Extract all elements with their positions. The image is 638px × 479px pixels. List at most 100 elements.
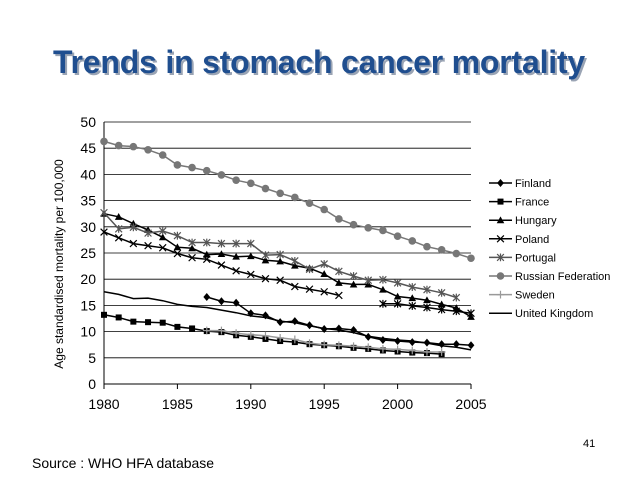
data-point <box>100 228 108 236</box>
data-point <box>232 298 240 307</box>
data-point <box>379 335 387 344</box>
legend-label: Hungary <box>515 215 557 227</box>
data-point <box>202 238 211 247</box>
x-tick-label: 2005 <box>455 396 486 412</box>
data-point <box>100 208 108 217</box>
legend-marker <box>496 290 505 299</box>
data-point <box>261 184 270 193</box>
data-point <box>320 260 329 268</box>
data-point <box>276 257 284 265</box>
data-point <box>423 242 431 251</box>
data-point <box>158 243 167 252</box>
series-line <box>103 212 472 318</box>
data-point <box>144 241 152 250</box>
data-point <box>364 224 373 232</box>
y-tick-label: 0 <box>88 376 96 392</box>
data-point <box>173 231 182 240</box>
data-point <box>232 252 240 260</box>
data-point <box>349 272 358 280</box>
axes: 0 5 10 15 20 25 30 35 40 45 50 1980 1985 1990 1995 2000… <box>80 114 486 412</box>
data-point <box>350 326 357 335</box>
data-point <box>247 252 255 260</box>
legend-marker <box>496 216 505 224</box>
legend-label: Portugal <box>515 252 556 264</box>
data-point <box>232 239 240 248</box>
data-point <box>349 220 358 229</box>
data-point <box>159 319 166 326</box>
data-point <box>158 233 167 241</box>
data-point <box>452 293 461 302</box>
y-tick-label: 10 <box>80 324 96 340</box>
legend-entry: Hungary <box>489 215 557 227</box>
legend-marker <box>496 253 505 262</box>
data-point <box>173 161 182 169</box>
y-tick-label: 25 <box>80 245 96 261</box>
data-point <box>467 341 475 350</box>
data-point <box>320 287 329 296</box>
data-point <box>203 293 211 302</box>
data-point <box>232 329 241 338</box>
data-point <box>408 237 417 245</box>
data-point <box>114 224 123 233</box>
data-point <box>217 261 226 269</box>
data-point <box>291 261 299 269</box>
data-point <box>276 250 284 259</box>
data-point <box>394 337 401 346</box>
data-point <box>408 283 417 291</box>
data-point <box>305 339 314 348</box>
y-tick-label: 30 <box>80 219 96 235</box>
data-point <box>320 205 329 214</box>
data-point <box>158 151 167 159</box>
data-point <box>232 176 240 184</box>
data-point <box>100 137 108 146</box>
data-point <box>101 311 107 318</box>
data-point <box>290 335 299 344</box>
data-point <box>202 250 211 258</box>
data-point <box>349 280 358 288</box>
series-portugal <box>100 208 461 302</box>
legend-marker <box>497 198 504 205</box>
data-point <box>232 266 240 275</box>
legend-marker <box>497 179 504 187</box>
data-point <box>291 193 299 202</box>
data-point <box>437 288 446 297</box>
data-point <box>188 238 196 247</box>
data-point <box>261 331 270 340</box>
y-tick-label: 20 <box>80 271 96 287</box>
series-russian-federation <box>100 137 475 263</box>
data-point <box>276 276 284 285</box>
data-point <box>246 330 255 339</box>
source-note: Source : WHO HFA database <box>32 455 215 471</box>
series-poland <box>100 228 343 300</box>
y-tick-label: 40 <box>80 166 96 182</box>
data-point <box>202 166 211 175</box>
data-point <box>334 341 343 350</box>
x-tick-label: 1980 <box>88 396 119 412</box>
data-point <box>452 340 460 349</box>
data-point <box>130 318 137 325</box>
data-point <box>423 303 431 312</box>
data-point <box>438 340 446 349</box>
legend-entry: Finland <box>489 178 551 190</box>
legend-marker <box>496 272 505 280</box>
data-point <box>261 274 270 283</box>
data-point <box>291 282 299 291</box>
data-point <box>129 239 138 248</box>
y-tick-label: 50 <box>80 114 96 130</box>
legend-marker <box>496 234 505 243</box>
series-unlabeled-8 <box>379 299 475 318</box>
data-point <box>335 279 343 286</box>
data-point <box>305 265 314 274</box>
data-point <box>467 254 475 263</box>
data-point <box>202 255 211 264</box>
y-axis-label: Age standardised mortality per 100,000 <box>52 159 66 369</box>
data-point <box>188 244 196 252</box>
data-point <box>379 344 387 353</box>
data-point <box>247 309 255 318</box>
data-point <box>115 314 122 321</box>
x-tick-label: 1985 <box>162 396 193 412</box>
data-point <box>291 256 299 265</box>
data-point <box>129 223 138 232</box>
data-point <box>349 342 358 351</box>
